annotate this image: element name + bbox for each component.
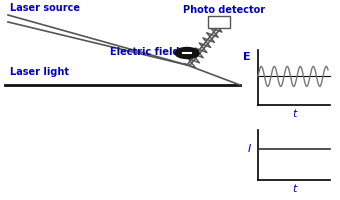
Text: Laser source: Laser source: [10, 3, 80, 13]
Text: Photo detector: Photo detector: [183, 5, 265, 15]
Text: Laser light: Laser light: [10, 67, 69, 77]
Text: t: t: [292, 184, 296, 194]
Ellipse shape: [175, 47, 199, 58]
Bar: [208, 16, 230, 28]
Text: E: E: [243, 52, 251, 62]
Text: Electric field,E: Electric field,E: [110, 47, 190, 57]
Text: I: I: [248, 144, 251, 154]
Text: t: t: [292, 109, 296, 119]
